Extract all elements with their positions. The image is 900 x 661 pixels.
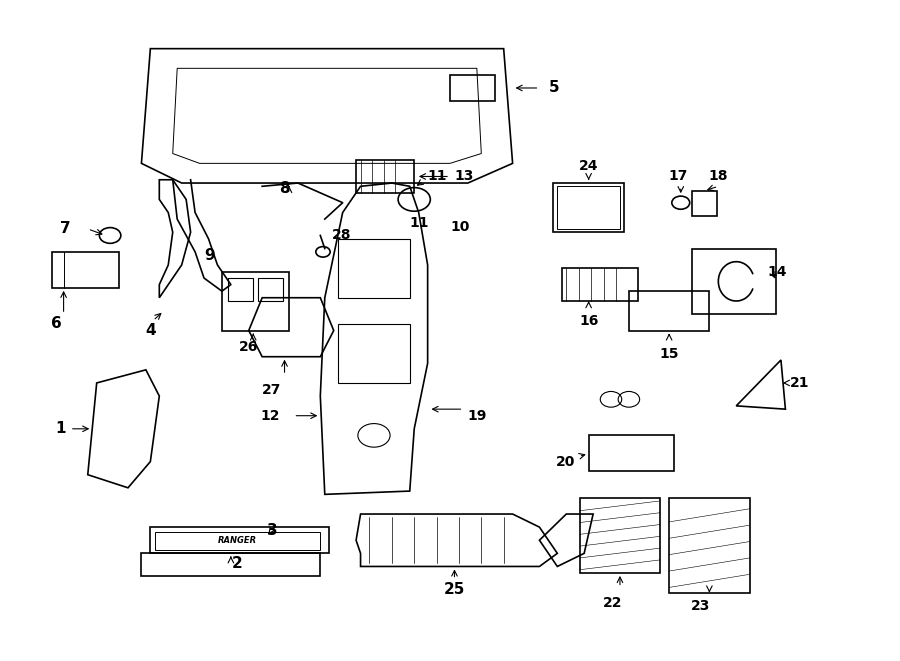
Text: 11: 11 <box>428 169 447 184</box>
Text: 18: 18 <box>708 169 728 183</box>
Text: 21: 21 <box>790 376 809 390</box>
Text: 23: 23 <box>691 600 710 613</box>
Text: 2: 2 <box>231 556 242 570</box>
Text: 22: 22 <box>603 596 623 610</box>
Text: 10: 10 <box>450 220 470 234</box>
Bar <box>691 191 716 215</box>
Text: 15: 15 <box>660 347 679 361</box>
Text: 16: 16 <box>579 314 599 328</box>
Text: 5: 5 <box>548 81 559 95</box>
Text: 8: 8 <box>279 181 290 196</box>
Bar <box>338 239 410 297</box>
Text: 14: 14 <box>768 264 787 278</box>
Text: 12: 12 <box>261 408 280 422</box>
Text: 4: 4 <box>145 323 156 338</box>
Text: 20: 20 <box>556 455 575 469</box>
Text: RANGER: RANGER <box>218 536 256 545</box>
Text: 1: 1 <box>56 421 67 436</box>
Text: 24: 24 <box>579 159 599 173</box>
Bar <box>356 160 414 193</box>
Bar <box>338 324 410 383</box>
Bar <box>450 75 495 101</box>
Text: 17: 17 <box>669 169 688 183</box>
Text: 7: 7 <box>60 221 71 237</box>
Bar <box>155 531 320 550</box>
Bar <box>52 252 119 288</box>
Bar <box>222 272 289 330</box>
Text: 27: 27 <box>261 383 281 397</box>
Bar <box>580 498 661 573</box>
Bar <box>629 292 709 330</box>
Text: 6: 6 <box>51 317 62 331</box>
Bar <box>669 498 750 593</box>
Bar <box>557 186 620 229</box>
Bar <box>141 553 320 576</box>
Bar <box>691 249 777 314</box>
Text: 19: 19 <box>468 408 487 422</box>
Text: 11: 11 <box>409 215 428 230</box>
Text: 25: 25 <box>444 582 465 597</box>
Bar <box>150 527 329 553</box>
Text: 26: 26 <box>239 340 258 354</box>
Bar <box>229 278 253 301</box>
Text: 9: 9 <box>204 248 215 262</box>
Text: 3: 3 <box>266 523 277 538</box>
Bar <box>257 278 283 301</box>
Bar <box>553 183 625 232</box>
Text: 28: 28 <box>332 229 351 243</box>
Bar <box>589 436 673 471</box>
Bar <box>562 268 638 301</box>
Text: 13: 13 <box>454 169 473 184</box>
